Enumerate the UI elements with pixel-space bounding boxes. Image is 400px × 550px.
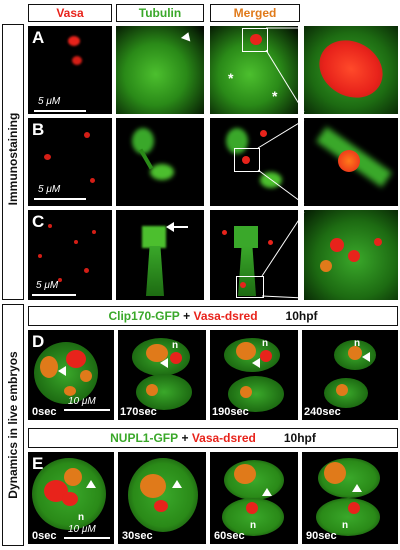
- banner-e-plus: +: [178, 431, 192, 445]
- nucleus-label: n: [250, 520, 257, 531]
- panel-a-tubulin: [116, 26, 204, 114]
- arrowhead-icon: [252, 358, 260, 368]
- arrowhead-icon: [172, 480, 182, 488]
- scale-bar-d: [64, 409, 110, 411]
- banner-d: Clip170-GFP + Vasa-dsred 10hpf: [28, 306, 398, 326]
- banner-e-gfp: NUPL1-GFP: [110, 431, 179, 445]
- arrowhead-icon: [362, 352, 370, 362]
- arrowhead-icon: [160, 358, 168, 368]
- scale-label-a: 5 μM: [38, 96, 61, 107]
- row-letter-c: C: [32, 212, 45, 231]
- zoom-connectors: [0, 0, 400, 310]
- live-embryos-label-box: [2, 304, 24, 546]
- banner-d-plus: +: [179, 309, 194, 323]
- panel-c-merged: [210, 210, 298, 300]
- time-label: 170sec: [120, 406, 157, 418]
- banner-d-dsred: Vasa-dsred: [193, 309, 258, 323]
- scale-label-c: 5 μM: [36, 280, 59, 291]
- panel-c-zoom: [304, 210, 398, 300]
- header-vasa: Vasa: [28, 4, 112, 22]
- nucleus-label: n: [78, 512, 85, 523]
- panel-c-vasa: C 5 μM: [28, 210, 112, 300]
- panel-e-2: n 60sec: [210, 452, 298, 544]
- panel-a-merged: * *: [210, 26, 298, 114]
- header-merged: Merged: [210, 4, 300, 22]
- panel-e-0: n E 0sec 10 μM: [28, 452, 114, 544]
- scale-bar-b: [34, 198, 86, 200]
- panel-e-3: n 90sec: [302, 452, 398, 544]
- arrowhead-icon: [352, 484, 362, 492]
- panel-b-zoom: [304, 118, 398, 206]
- scale-label-b: 5 μM: [38, 184, 61, 195]
- nucleus-label: n: [354, 338, 361, 349]
- arrow-icon: [170, 226, 188, 228]
- row-letter-b: B: [32, 120, 45, 139]
- asterisk: *: [228, 70, 234, 86]
- asterisk: *: [272, 88, 278, 104]
- arrowhead-icon: [86, 480, 96, 488]
- time-label: 0sec: [32, 530, 57, 542]
- nucleus-label: n: [342, 520, 349, 531]
- row-letter-a: A: [32, 28, 45, 47]
- panel-b-vasa: B 5 μM: [28, 118, 112, 206]
- immunostaining-label-box: [2, 24, 24, 300]
- panel-a-vasa: A 5 μM: [28, 26, 112, 114]
- scale-bar-e: [64, 537, 110, 539]
- live-embryos-label: Dynamics in live embryos: [6, 351, 20, 499]
- panel-letter-e: E: [32, 454, 44, 473]
- banner-e-time: 10hpf: [283, 431, 316, 445]
- time-label: 190sec: [212, 406, 249, 418]
- panel-a-zoom: [304, 26, 398, 114]
- time-label: 240sec: [304, 406, 341, 418]
- panel-d-3: n 240sec: [302, 330, 398, 420]
- time-label: 60sec: [214, 530, 245, 542]
- header-tubulin: Tubulin: [116, 4, 204, 22]
- time-label: 90sec: [306, 530, 337, 542]
- nucleus-label: n: [262, 338, 269, 349]
- panel-b-tubulin: [116, 118, 204, 206]
- panel-e-1: 30sec: [118, 452, 206, 544]
- banner-d-gfp: Clip170-GFP: [108, 309, 180, 323]
- scale-label-e: 10 μM: [68, 524, 96, 535]
- banner-e-dsred: Vasa-dsred: [191, 431, 256, 445]
- panel-c-tubulin: [116, 210, 204, 300]
- panel-d-1: n 170sec: [118, 330, 206, 420]
- panel-d-0: D 0sec 10 μM: [28, 330, 114, 420]
- panel-d-2: n 190sec: [210, 330, 298, 420]
- banner-d-time: 10hpf: [285, 309, 318, 323]
- scale-bar-a: [34, 110, 86, 112]
- time-label: 0sec: [32, 406, 57, 418]
- arrowhead-icon: [58, 366, 66, 376]
- time-label: 30sec: [122, 530, 153, 542]
- scale-label-d: 10 μM: [68, 396, 96, 407]
- banner-e: NUPL1-GFP + Vasa-dsred 10hpf: [28, 428, 398, 448]
- panel-letter-d: D: [32, 332, 45, 351]
- nucleus-label: n: [172, 340, 179, 351]
- arrowhead-icon: [262, 488, 272, 496]
- scale-bar-c: [32, 294, 76, 296]
